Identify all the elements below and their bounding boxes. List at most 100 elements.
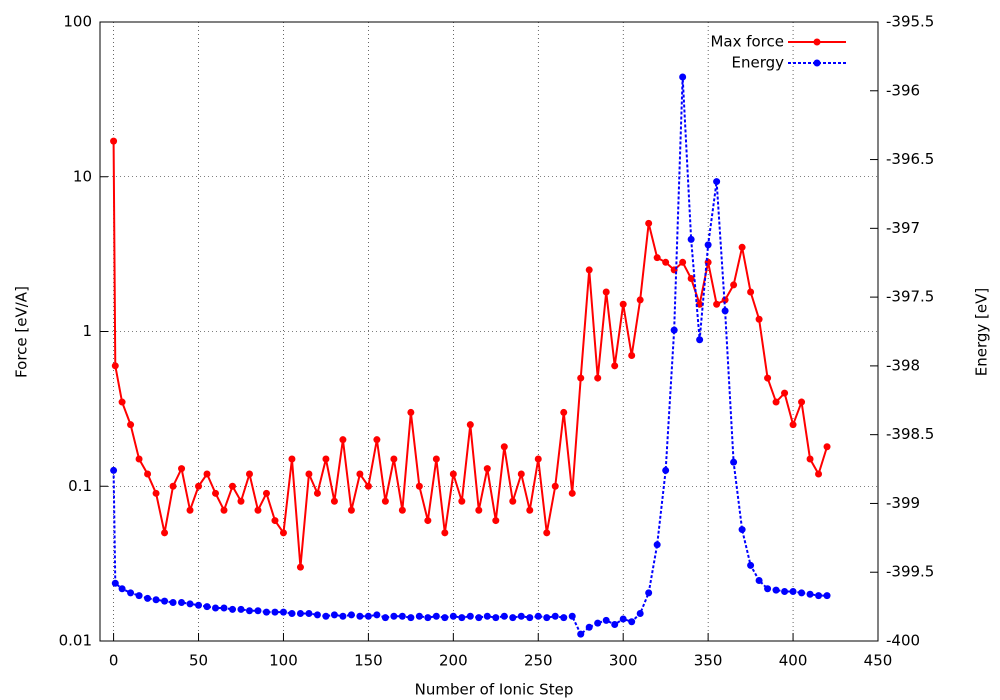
data-point [594,619,602,627]
data-point [186,600,194,608]
data-point [534,612,542,620]
data-point [738,526,746,534]
data-point [611,362,619,370]
y2-tick-label: -397.5 [886,288,934,306]
data-point [111,579,119,587]
data-point [135,592,143,600]
data-point [432,612,440,620]
data-point [568,489,576,497]
data-point [271,517,279,525]
data-point [534,455,542,463]
data-point [364,612,372,620]
data-point [517,470,525,478]
data-point [721,307,729,315]
data-point [823,443,831,451]
data-point [713,178,721,186]
data-point [602,616,610,624]
y2-tick-label: -400 [886,632,920,650]
legend-label: Energy [731,54,784,72]
legend-marker [813,59,821,67]
data-point [653,254,661,262]
data-point [806,455,814,463]
x-tick-label: 200 [439,652,468,670]
data-point [509,614,517,622]
data-point [806,590,814,598]
data-point [543,529,551,537]
data-point [730,458,738,466]
data-point [696,300,704,308]
data-point [296,563,304,571]
data-point [228,605,236,613]
data-point [619,300,627,308]
data-point [764,374,772,382]
data-point [551,482,559,490]
data-point [381,497,389,505]
data-point [611,620,619,628]
data-point [135,455,143,463]
data-point [509,497,517,505]
data-point [424,614,432,622]
data-point [713,300,721,308]
y2-tick-label: -399.5 [886,563,934,581]
y2-tick-label: -396 [886,81,920,99]
data-point [220,506,228,514]
data-point [466,421,474,429]
data-point [339,612,347,620]
y2-tick-label: -398 [886,356,920,374]
data-point [330,611,338,619]
data-point [789,421,797,429]
data-point [815,592,823,600]
data-point [169,482,177,490]
data-point [407,408,415,416]
data-point [390,612,398,620]
data-point [339,436,347,444]
y2-tick-label: -395.5 [886,13,934,31]
data-point [645,219,653,227]
y-tick-label: 0.1 [68,477,92,495]
data-point [305,609,313,617]
data-point [161,597,169,605]
data-point [347,506,355,514]
data-point [279,529,287,537]
data-point [415,482,423,490]
data-point [628,351,636,359]
y-tick-label: 100 [63,13,92,31]
data-point [237,497,245,505]
data-point [483,465,491,473]
data-point [245,470,253,478]
data-point [373,611,381,619]
y2-tick-label: -396.5 [886,150,934,168]
data-point [551,612,559,620]
data-point [152,596,160,604]
data-point [144,470,152,478]
data-point [373,436,381,444]
data-point [441,614,449,622]
data-point [322,612,330,620]
data-point [747,288,755,296]
data-point [111,362,119,370]
data-point [288,455,296,463]
x-axis-label: Number of Ionic Step [415,681,574,699]
data-point [645,589,653,597]
data-point [619,615,627,623]
data-point [381,614,389,622]
data-point [458,497,466,505]
data-point [662,258,670,266]
data-point [237,605,245,613]
data-point [347,611,355,619]
data-point [110,137,118,145]
data-point [407,614,415,622]
data-point [203,603,211,611]
data-point [696,336,704,344]
data-point [594,374,602,382]
data-point [483,612,491,620]
data-point [228,482,236,490]
data-point [517,612,525,620]
x-tick-label: 50 [189,652,208,670]
data-point [458,614,466,622]
data-point [178,598,186,606]
series-line [112,76,828,636]
data-point [492,614,500,622]
data-point [679,73,687,81]
